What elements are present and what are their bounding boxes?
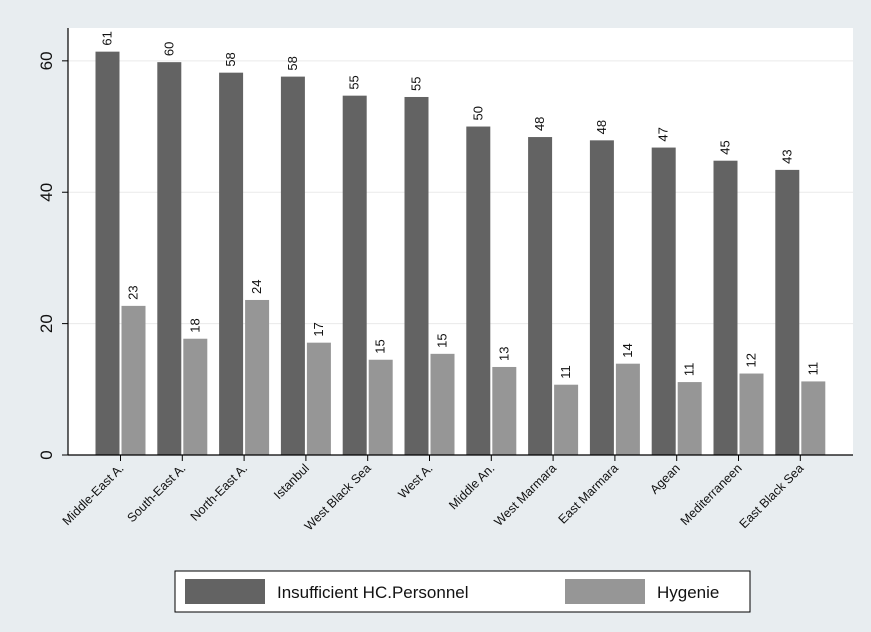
legend-label-series-2: Hygenie xyxy=(657,583,719,602)
bar-series-1 xyxy=(95,51,120,455)
x-category-label: West Black Sea xyxy=(302,461,374,533)
bar-series-1 xyxy=(404,96,429,455)
data-label: 61 xyxy=(100,31,115,45)
bar-series-1 xyxy=(342,95,367,455)
data-label: 50 xyxy=(470,106,485,120)
x-category-label: Istanbul xyxy=(271,461,312,502)
bar-series-1 xyxy=(219,72,244,455)
data-label: 48 xyxy=(594,120,609,134)
data-label: 14 xyxy=(620,343,635,357)
x-category-label: Mediterraneen xyxy=(678,461,745,528)
bar-series-2 xyxy=(306,342,331,455)
data-label: 58 xyxy=(285,56,300,70)
y-tick-label: 40 xyxy=(37,183,56,202)
data-label: 15 xyxy=(435,333,450,347)
bar-series-2 xyxy=(554,384,579,455)
data-label: 45 xyxy=(718,140,733,154)
legend-swatch-series-2 xyxy=(565,579,645,604)
bar-series-2 xyxy=(739,373,764,455)
data-label: 18 xyxy=(187,318,202,332)
bar-series-2 xyxy=(801,381,826,455)
data-label: 11 xyxy=(682,363,697,377)
legend-box xyxy=(174,570,751,613)
data-label: 60 xyxy=(161,42,176,56)
x-category-label: West Marmara xyxy=(492,461,560,529)
data-label: 15 xyxy=(373,339,388,353)
data-label: 55 xyxy=(409,77,424,91)
bar-series-1 xyxy=(157,62,182,455)
data-label: 24 xyxy=(249,279,264,293)
x-category-label: Agean xyxy=(647,461,682,496)
bar-series-2 xyxy=(368,359,393,455)
y-tick-label: 60 xyxy=(37,51,56,70)
data-label: 58 xyxy=(223,52,238,66)
data-label: 13 xyxy=(496,347,511,361)
data-label: 47 xyxy=(656,127,671,141)
data-label: 48 xyxy=(532,117,547,131)
y-tick-label: 20 xyxy=(37,314,56,333)
data-label: 23 xyxy=(126,285,141,299)
x-category-label: East Marmara xyxy=(556,461,621,526)
bar-series-2 xyxy=(245,299,270,455)
x-category-label: Middle An. xyxy=(446,461,497,512)
bar-series-1 xyxy=(713,160,738,455)
bar-series-1 xyxy=(466,126,491,456)
bar-series-2 xyxy=(615,363,640,455)
bar-series-2 xyxy=(430,353,455,455)
bar-series-2 xyxy=(677,382,702,455)
x-category-label: North-East A. xyxy=(188,461,250,523)
bar-series-1 xyxy=(280,76,305,455)
y-axis-ticks: 0 20 40 60 xyxy=(37,51,68,460)
x-axis-labels: Middle-East A.South-East A. North-East A.… xyxy=(60,455,807,533)
x-category-label: South-East A. xyxy=(124,461,188,525)
x-category-label: Middle-East A. xyxy=(60,461,127,528)
x-category-label: East Black Sea xyxy=(737,461,807,531)
bars: 61 23 60 18 58 24 58 17 55 15 55 15 50 13 48 11 48 14 47 11… xyxy=(95,31,826,456)
bar-series-2 xyxy=(183,338,208,455)
legend-swatch-series-1 xyxy=(185,579,265,604)
data-label: 17 xyxy=(311,322,326,336)
data-label: 11 xyxy=(805,362,820,376)
bar-series-1 xyxy=(775,169,800,455)
data-label: 43 xyxy=(779,149,794,163)
bar-series-2 xyxy=(121,305,146,455)
data-label: 12 xyxy=(744,353,759,367)
data-label: 11 xyxy=(558,365,573,379)
bar-series-2 xyxy=(492,366,517,455)
bar-series-1 xyxy=(589,140,614,455)
bar-series-1 xyxy=(651,147,676,455)
bar-series-1 xyxy=(528,137,553,455)
legend-label-series-1: Insufficient HC.Personnel xyxy=(277,583,469,602)
y-tick-label: 0 xyxy=(37,450,56,459)
legend: Insufficient HC.Personnel Hygenie xyxy=(174,570,751,613)
x-category-label: West A. xyxy=(395,461,435,501)
data-label: 55 xyxy=(347,75,362,89)
